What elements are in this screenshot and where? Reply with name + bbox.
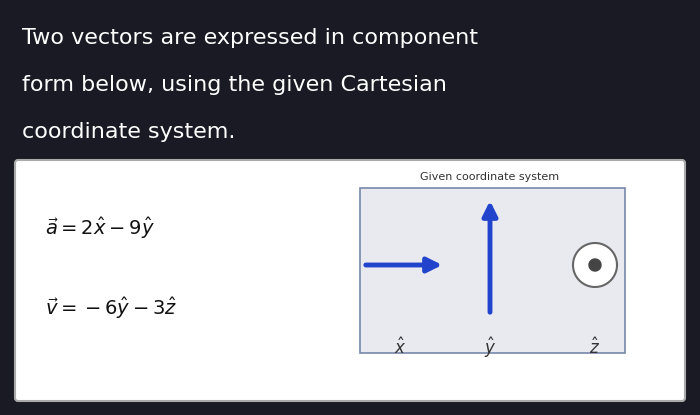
Text: $\vec{a} = 2\hat{x} - 9\hat{y}$: $\vec{a} = 2\hat{x} - 9\hat{y}$ [45,215,155,241]
Polygon shape [573,243,617,287]
Text: $\hat{z}$: $\hat{z}$ [589,338,601,358]
FancyBboxPatch shape [15,160,685,401]
Text: coordinate system.: coordinate system. [22,122,235,142]
Text: $\hat{x}$: $\hat{x}$ [394,338,406,358]
FancyBboxPatch shape [360,188,625,353]
Text: Given coordinate system: Given coordinate system [421,172,559,182]
Text: $\vec{v} = -6\hat{y} - 3\hat{z}$: $\vec{v} = -6\hat{y} - 3\hat{z}$ [45,295,177,321]
Polygon shape [589,259,601,271]
Text: $\hat{y}$: $\hat{y}$ [484,336,496,360]
Text: Two vectors are expressed in component: Two vectors are expressed in component [22,28,478,48]
Text: form below, using the given Cartesian: form below, using the given Cartesian [22,75,447,95]
